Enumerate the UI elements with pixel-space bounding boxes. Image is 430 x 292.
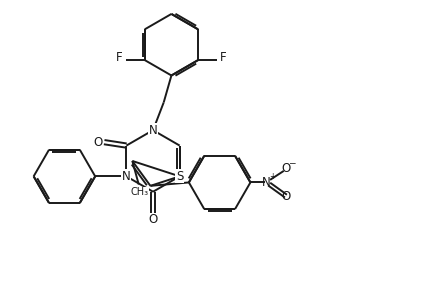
Text: S: S <box>176 170 183 183</box>
Text: O: O <box>148 213 158 226</box>
Text: −: − <box>288 158 295 167</box>
Text: N: N <box>149 124 157 137</box>
Text: O: O <box>281 162 291 175</box>
Text: F: F <box>220 51 227 64</box>
Text: O: O <box>94 136 103 149</box>
Text: N: N <box>122 170 131 183</box>
Text: CH₃: CH₃ <box>131 187 149 197</box>
Text: O: O <box>281 190 291 203</box>
Text: +: + <box>270 172 276 181</box>
Text: F: F <box>116 51 123 64</box>
Text: N: N <box>262 176 271 189</box>
